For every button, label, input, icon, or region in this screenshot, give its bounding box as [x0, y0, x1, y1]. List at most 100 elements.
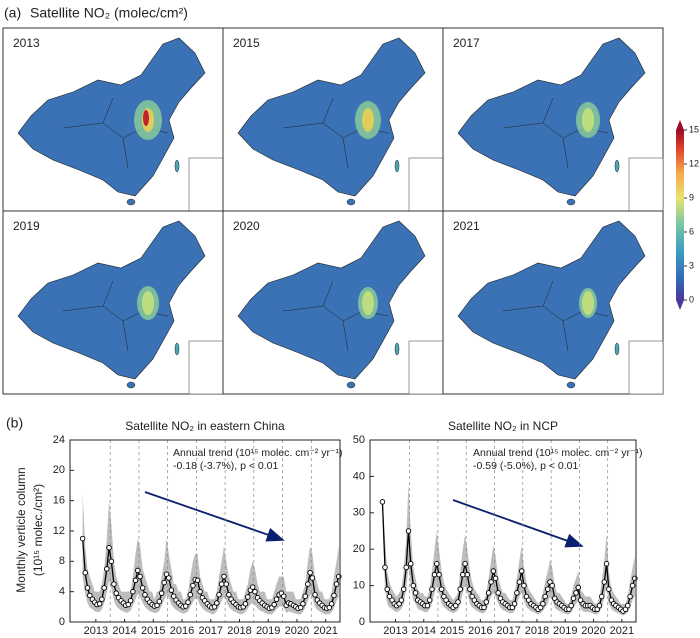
data-point: [132, 577, 139, 584]
data-point: [249, 584, 256, 590]
map-land: [457, 37, 646, 197]
data-point: [403, 564, 409, 571]
map-panel: 2017: [442, 27, 664, 212]
data-point: [82, 569, 88, 576]
x-tick-label: 2019: [256, 625, 280, 637]
trend-arrow: [452, 499, 584, 548]
island: [614, 159, 620, 173]
data-point: [405, 528, 412, 534]
data-point: [492, 575, 499, 582]
island: [394, 342, 400, 356]
data-point: [379, 499, 386, 505]
year-label: 2021: [453, 219, 480, 233]
data-point: [194, 577, 201, 584]
data-point: [412, 590, 419, 596]
y-tick-label: 12: [53, 525, 65, 537]
panel-label: (b): [6, 415, 23, 431]
data-point: [542, 593, 548, 600]
y-tick-label: 16: [53, 495, 65, 507]
data-point: [139, 585, 146, 591]
hotspot: [142, 291, 154, 315]
data-point: [629, 582, 636, 589]
year-label: 2017: [453, 36, 480, 50]
data-point: [84, 585, 91, 591]
x-tick-label: 2017: [496, 625, 520, 637]
data-point: [400, 586, 407, 592]
data-point: [424, 602, 431, 609]
x-tick-label: 2019: [553, 625, 577, 637]
data-point: [407, 561, 414, 567]
y-tick-label: 8: [59, 555, 65, 567]
data-point: [223, 581, 230, 587]
x-tick-label: 2013: [383, 625, 407, 637]
data-point: [218, 581, 225, 587]
plot-frame: [369, 439, 637, 623]
chart-title: Satellite NO₂ in NCP: [448, 419, 558, 433]
data-point: [462, 561, 468, 567]
colorbar-tick-label: 0: [689, 294, 694, 304]
map-panel: 2013: [2, 27, 224, 212]
map-land: [17, 220, 206, 380]
annotation: Annual trend (10¹⁵ molec. cm⁻² yr⁻¹): [473, 447, 642, 459]
y-tick-label: 20: [53, 464, 65, 476]
x-tick-label: 2015: [440, 625, 464, 637]
range-band: [382, 483, 635, 616]
annotation: -0.18 (-3.7%), p < 0.01: [173, 460, 279, 472]
map-panel: 2021: [442, 210, 664, 395]
data-point: [185, 599, 191, 606]
y-tick-label: 50: [353, 434, 365, 446]
year-label: 2013: [13, 36, 40, 50]
hotspot: [362, 108, 374, 132]
y-axis-label: Monthly verticle column: [14, 467, 28, 592]
colorbar: [676, 130, 684, 300]
colorbar-tick-label: 3: [689, 260, 694, 270]
y-tick-label: 0: [359, 616, 365, 628]
data-point: [483, 599, 490, 605]
annotation: -0.59 (-5.0%), p < 0.01: [473, 460, 579, 472]
data-point: [312, 591, 318, 598]
data-point: [386, 593, 393, 600]
data-point: [429, 586, 435, 592]
inset-frame: [408, 157, 444, 212]
colorbar-tick-label: 6: [689, 226, 694, 236]
data-point: [398, 597, 405, 603]
data-point: [460, 571, 466, 578]
colorbar-tick-label: 12: [689, 158, 699, 168]
data-point: [226, 591, 232, 598]
data-point: [187, 591, 194, 598]
panel-label: (a): [4, 5, 21, 21]
data-point: [300, 601, 306, 607]
data-point: [156, 598, 163, 605]
data-point: [573, 590, 579, 596]
inset-frame: [408, 340, 444, 395]
data-point: [280, 593, 287, 599]
data-point: [599, 593, 605, 600]
island: [126, 198, 136, 206]
x-tick-label: 2015: [141, 625, 165, 637]
data-point: [601, 579, 608, 585]
data-point: [96, 601, 103, 607]
y-tick-label: 10: [353, 580, 365, 592]
colorbar-cap: [676, 120, 684, 130]
x-tick-label: 2018: [227, 625, 251, 637]
data-point: [521, 582, 527, 589]
data-point: [106, 544, 112, 551]
x-tick-label: 2016: [468, 625, 492, 637]
data-point: [190, 582, 196, 589]
data-point: [305, 581, 311, 587]
x-tick-label: 2017: [199, 625, 223, 637]
data-point: [271, 601, 277, 608]
data-point: [431, 571, 438, 578]
y-tick-label: 20: [353, 543, 365, 555]
x-tick-label: 2021: [610, 625, 634, 637]
data-point: [434, 561, 440, 567]
data-point: [127, 598, 134, 604]
data-point: [410, 582, 417, 589]
data-point: [606, 586, 612, 592]
colorbar-tick-label: 15: [689, 124, 699, 134]
inset-frame: [188, 157, 224, 212]
map-panel: 2015: [222, 27, 444, 212]
data-point: [137, 573, 143, 580]
data-point: [490, 568, 497, 574]
